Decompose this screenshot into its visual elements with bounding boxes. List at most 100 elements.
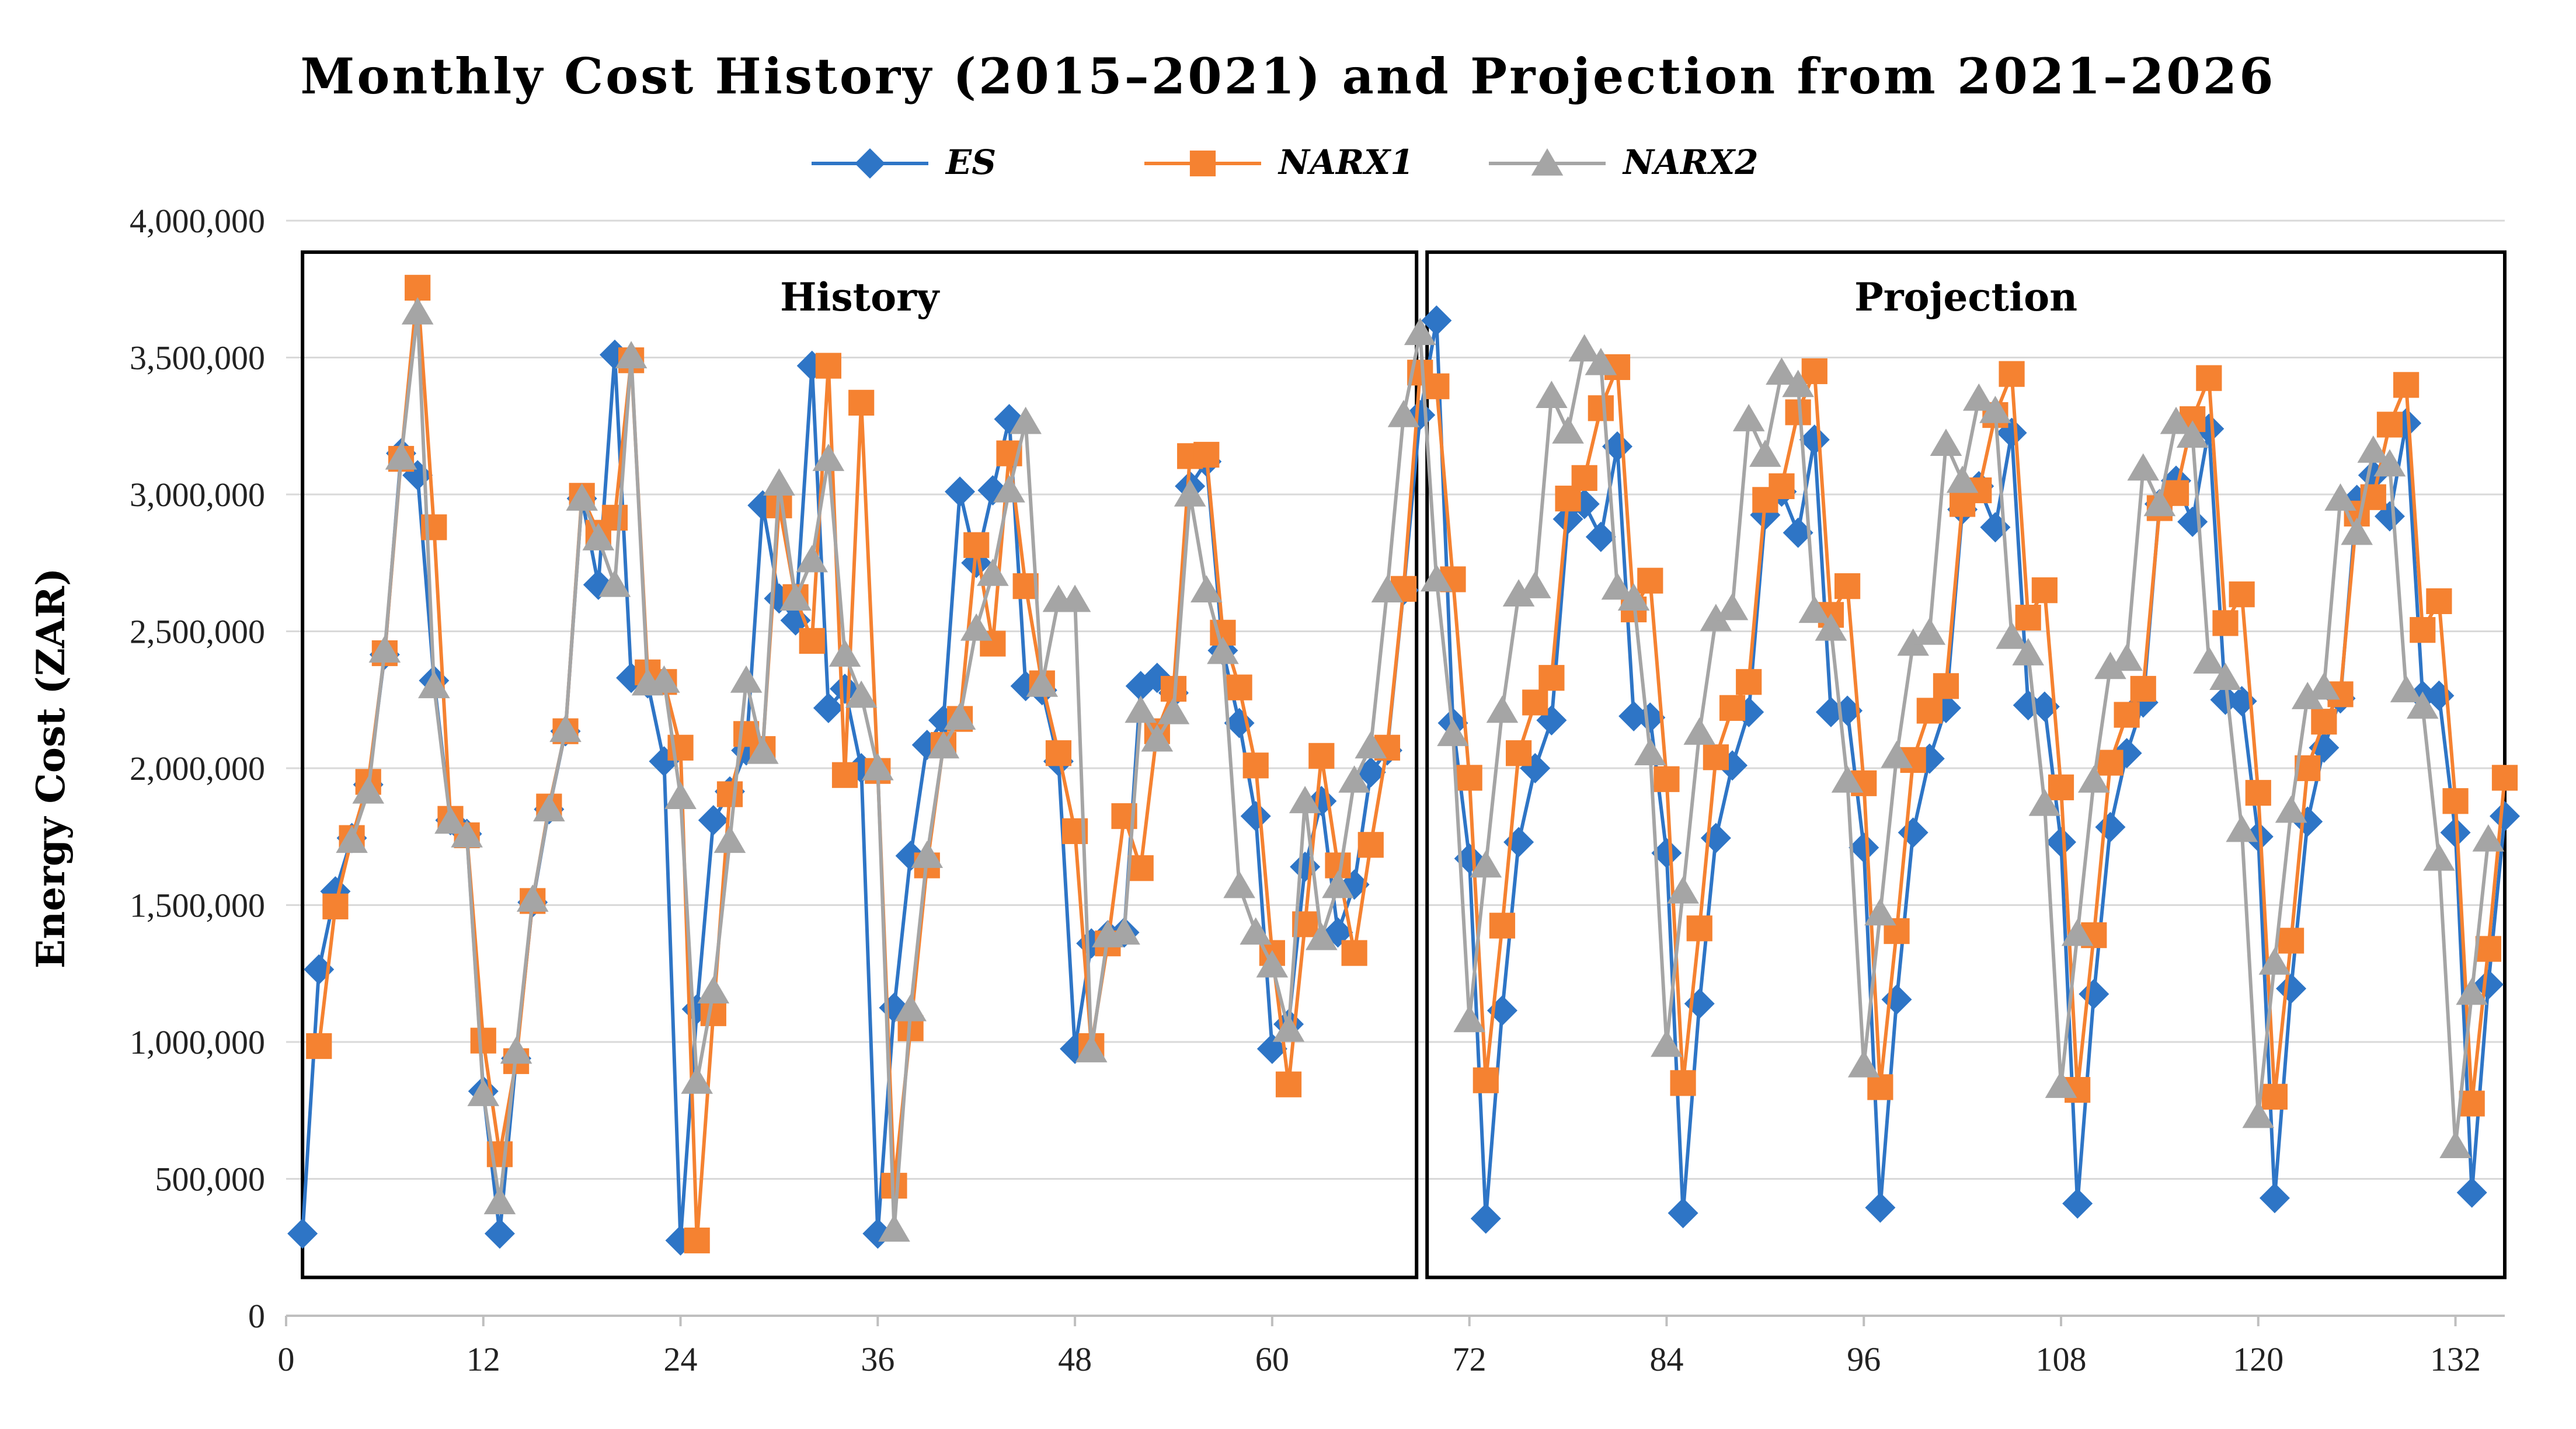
data-point-narx2 [1470,850,1502,878]
data-point-es [1240,801,1271,832]
data-point-narx1 [1571,465,1597,491]
data-point-narx2 [2258,947,2291,975]
data-point-narx2 [2324,483,2356,511]
axes [285,1315,2505,1326]
y-axis-label: Energy Cost (ZAR) [28,568,74,968]
y-tick-label: 2,000,000 [130,750,265,787]
data-point-es [2062,1188,2093,1219]
legend: ES NARX1 NARX2 [812,142,1759,182]
legend-label-narx2: NARX2 [1622,142,1759,182]
data-point-narx1 [815,353,841,379]
data-point-narx2 [2028,788,2061,816]
data-point-es [2456,1177,2487,1208]
data-point-narx2 [1930,428,1962,456]
chart-title: Monthly Cost History (2015–2021) and Pro… [300,47,2275,105]
data-point-narx1 [1637,567,1663,594]
data-point-narx2 [960,613,993,641]
data-point-narx2 [1108,917,1140,945]
data-point-narx1 [2097,750,2124,776]
data-point-narx1 [716,781,743,807]
data-point-narx1 [1226,674,1252,700]
annotation-box-history [301,250,1419,1280]
data-point-narx2 [1223,870,1255,898]
data-point-narx2 [730,665,763,693]
data-point-narx1 [2229,581,2255,608]
data-point-narx2 [1536,381,1568,408]
data-point-narx2 [1585,347,1617,375]
legend-item-es: ES [812,142,996,182]
data-point-narx1 [1736,669,1762,695]
x-tick-label: 132 [2430,1340,2481,1378]
data-point-narx1 [684,1227,710,1254]
data-point-narx2 [1766,357,1798,385]
legend-marker-es [855,148,885,179]
data-point-narx1 [2130,675,2156,702]
data-point-narx1 [2426,588,2452,615]
data-point-narx1 [2491,765,2518,791]
data-point-narx1 [1423,373,1450,399]
data-point-narx2 [385,442,417,470]
data-point-narx2 [1897,628,1929,656]
legend-marker-narx2 [1531,148,1564,176]
data-point-narx1 [1834,573,1861,600]
data-point-narx2 [2242,1100,2275,1128]
data-point-narx1 [1522,689,1548,716]
data-point-narx1 [2245,780,2271,806]
data-point-narx2 [1075,1035,1108,1062]
data-point-narx2 [1421,564,1453,592]
data-point-narx2 [2127,453,2160,481]
annotation-boxes: History Projection [301,250,2507,1280]
data-point-narx2 [598,569,631,597]
data-point-es [1552,504,1583,535]
data-point-narx2 [927,731,960,759]
data-point-es [1470,1203,1501,1234]
data-point-es [287,1218,318,1249]
data-point-narx2 [1782,370,1814,398]
data-point-narx2 [1026,669,1059,697]
data-point-narx2 [1815,613,1847,641]
data-point-narx1 [405,274,431,301]
data-point-es [2259,1183,2290,1214]
annotation-label-projection: Projection [1854,274,2077,320]
data-point-narx2 [681,1066,713,1094]
data-point-narx2 [2406,691,2439,719]
data-point-narx2 [516,884,549,912]
x-tick-label: 84 [1649,1340,1683,1378]
data-point-narx2 [1009,406,1042,434]
data-point-narx1 [1489,912,1516,939]
data-point-narx2 [2077,765,2110,793]
data-point-narx1 [470,1027,496,1054]
data-point-narx2 [1732,404,1765,431]
data-point-narx1 [322,893,349,919]
data-point-narx2 [1716,592,1749,621]
y-tick-labels: 0 500,000 1,000,000 1,500,000 2,000,000 2,500… [130,202,265,1335]
data-point-narx2 [2373,449,2406,477]
data-point-es [1651,838,1682,869]
data-point-narx2 [1601,572,1634,600]
data-point-narx2 [1437,719,1469,747]
data-point-narx2 [1617,583,1650,611]
data-point-narx1 [2031,577,2058,604]
series-narx2 [336,297,2505,1242]
data-point-narx2 [2275,795,2307,823]
annotation-box-projection [1425,250,2507,1280]
data-point-narx1 [1473,1067,1499,1093]
data-point-narx1 [2442,788,2469,814]
x-tick-label: 36 [861,1340,894,1378]
data-point-narx1 [1588,395,1614,421]
data-point-narx2 [862,753,894,780]
data-point-narx1 [831,762,858,788]
data-point-narx2 [1881,740,1913,768]
data-point-es [813,692,844,723]
data-point-narx2 [1568,334,1601,362]
data-point-narx1 [1538,665,1565,691]
legend-marker-narx1 [1189,150,1216,177]
data-point-narx2 [1519,571,1551,598]
data-point-narx2 [746,736,779,764]
data-point-narx2 [1157,696,1190,724]
data-point-narx2 [483,1187,516,1215]
data-point-narx2 [1651,1029,1683,1057]
data-point-narx1 [700,1000,726,1026]
data-point-narx1 [1769,473,1795,500]
